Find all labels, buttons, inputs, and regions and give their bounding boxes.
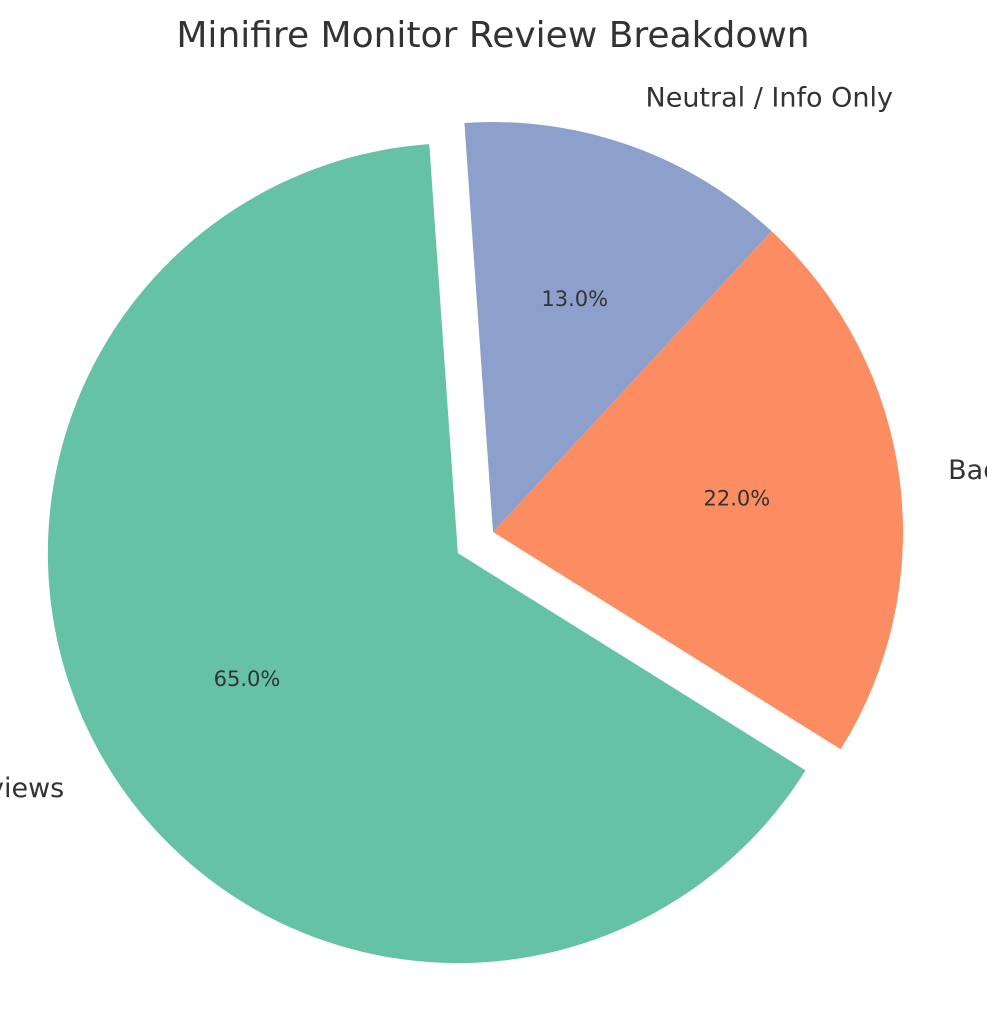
percent-label-good-reviews: 65.0% bbox=[214, 667, 281, 691]
pie-slice-neutral-info-only bbox=[464, 121, 772, 532]
pie-slice-good-reviews bbox=[47, 144, 806, 964]
percent-label-bad-reviews: 22.0% bbox=[703, 486, 770, 510]
chart-title: Minifire Monitor Review Breakdown bbox=[176, 15, 809, 56]
slice-label-bad-reviews: Bad Reviews bbox=[948, 455, 987, 486]
percent-label-neutral-info-only: 13.0% bbox=[541, 287, 608, 311]
pie-slice-bad-reviews bbox=[493, 231, 903, 750]
slice-label-neutral-info-only: Neutral / Info Only bbox=[646, 82, 893, 113]
pie-labels: Good Reviews 65.0% Bad Reviews 22.0% Neutral… bbox=[0, 82, 987, 804]
slice-label-good-reviews: Good Reviews bbox=[0, 773, 64, 804]
pie-slices bbox=[47, 121, 903, 964]
